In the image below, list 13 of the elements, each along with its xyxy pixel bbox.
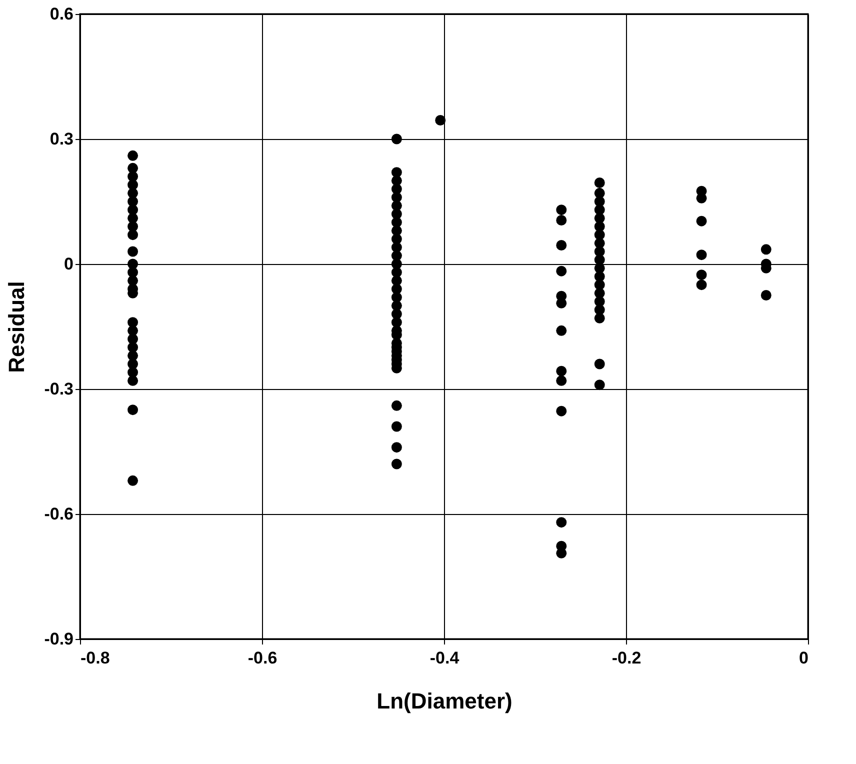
y-tick-label: 0 — [64, 254, 74, 274]
y-axis-title: Residual — [4, 281, 30, 373]
x-tick-label: -0.6 — [248, 648, 278, 668]
y-tick-label: -0.6 — [44, 504, 74, 524]
x-tick-label: -0.4 — [430, 648, 460, 668]
x-tick-label: 0 — [799, 648, 808, 668]
y-tick-label: 0.6 — [50, 4, 74, 24]
x-axis-title: Ln(Diameter) — [376, 688, 512, 714]
y-tick-label: -0.9 — [44, 630, 74, 648]
x-tick-label: -0.8 — [80, 648, 110, 668]
y-tick-label: -0.3 — [44, 380, 74, 398]
y-tick-label: 0.3 — [50, 130, 74, 148]
x-tick-label: -0.2 — [612, 648, 642, 668]
